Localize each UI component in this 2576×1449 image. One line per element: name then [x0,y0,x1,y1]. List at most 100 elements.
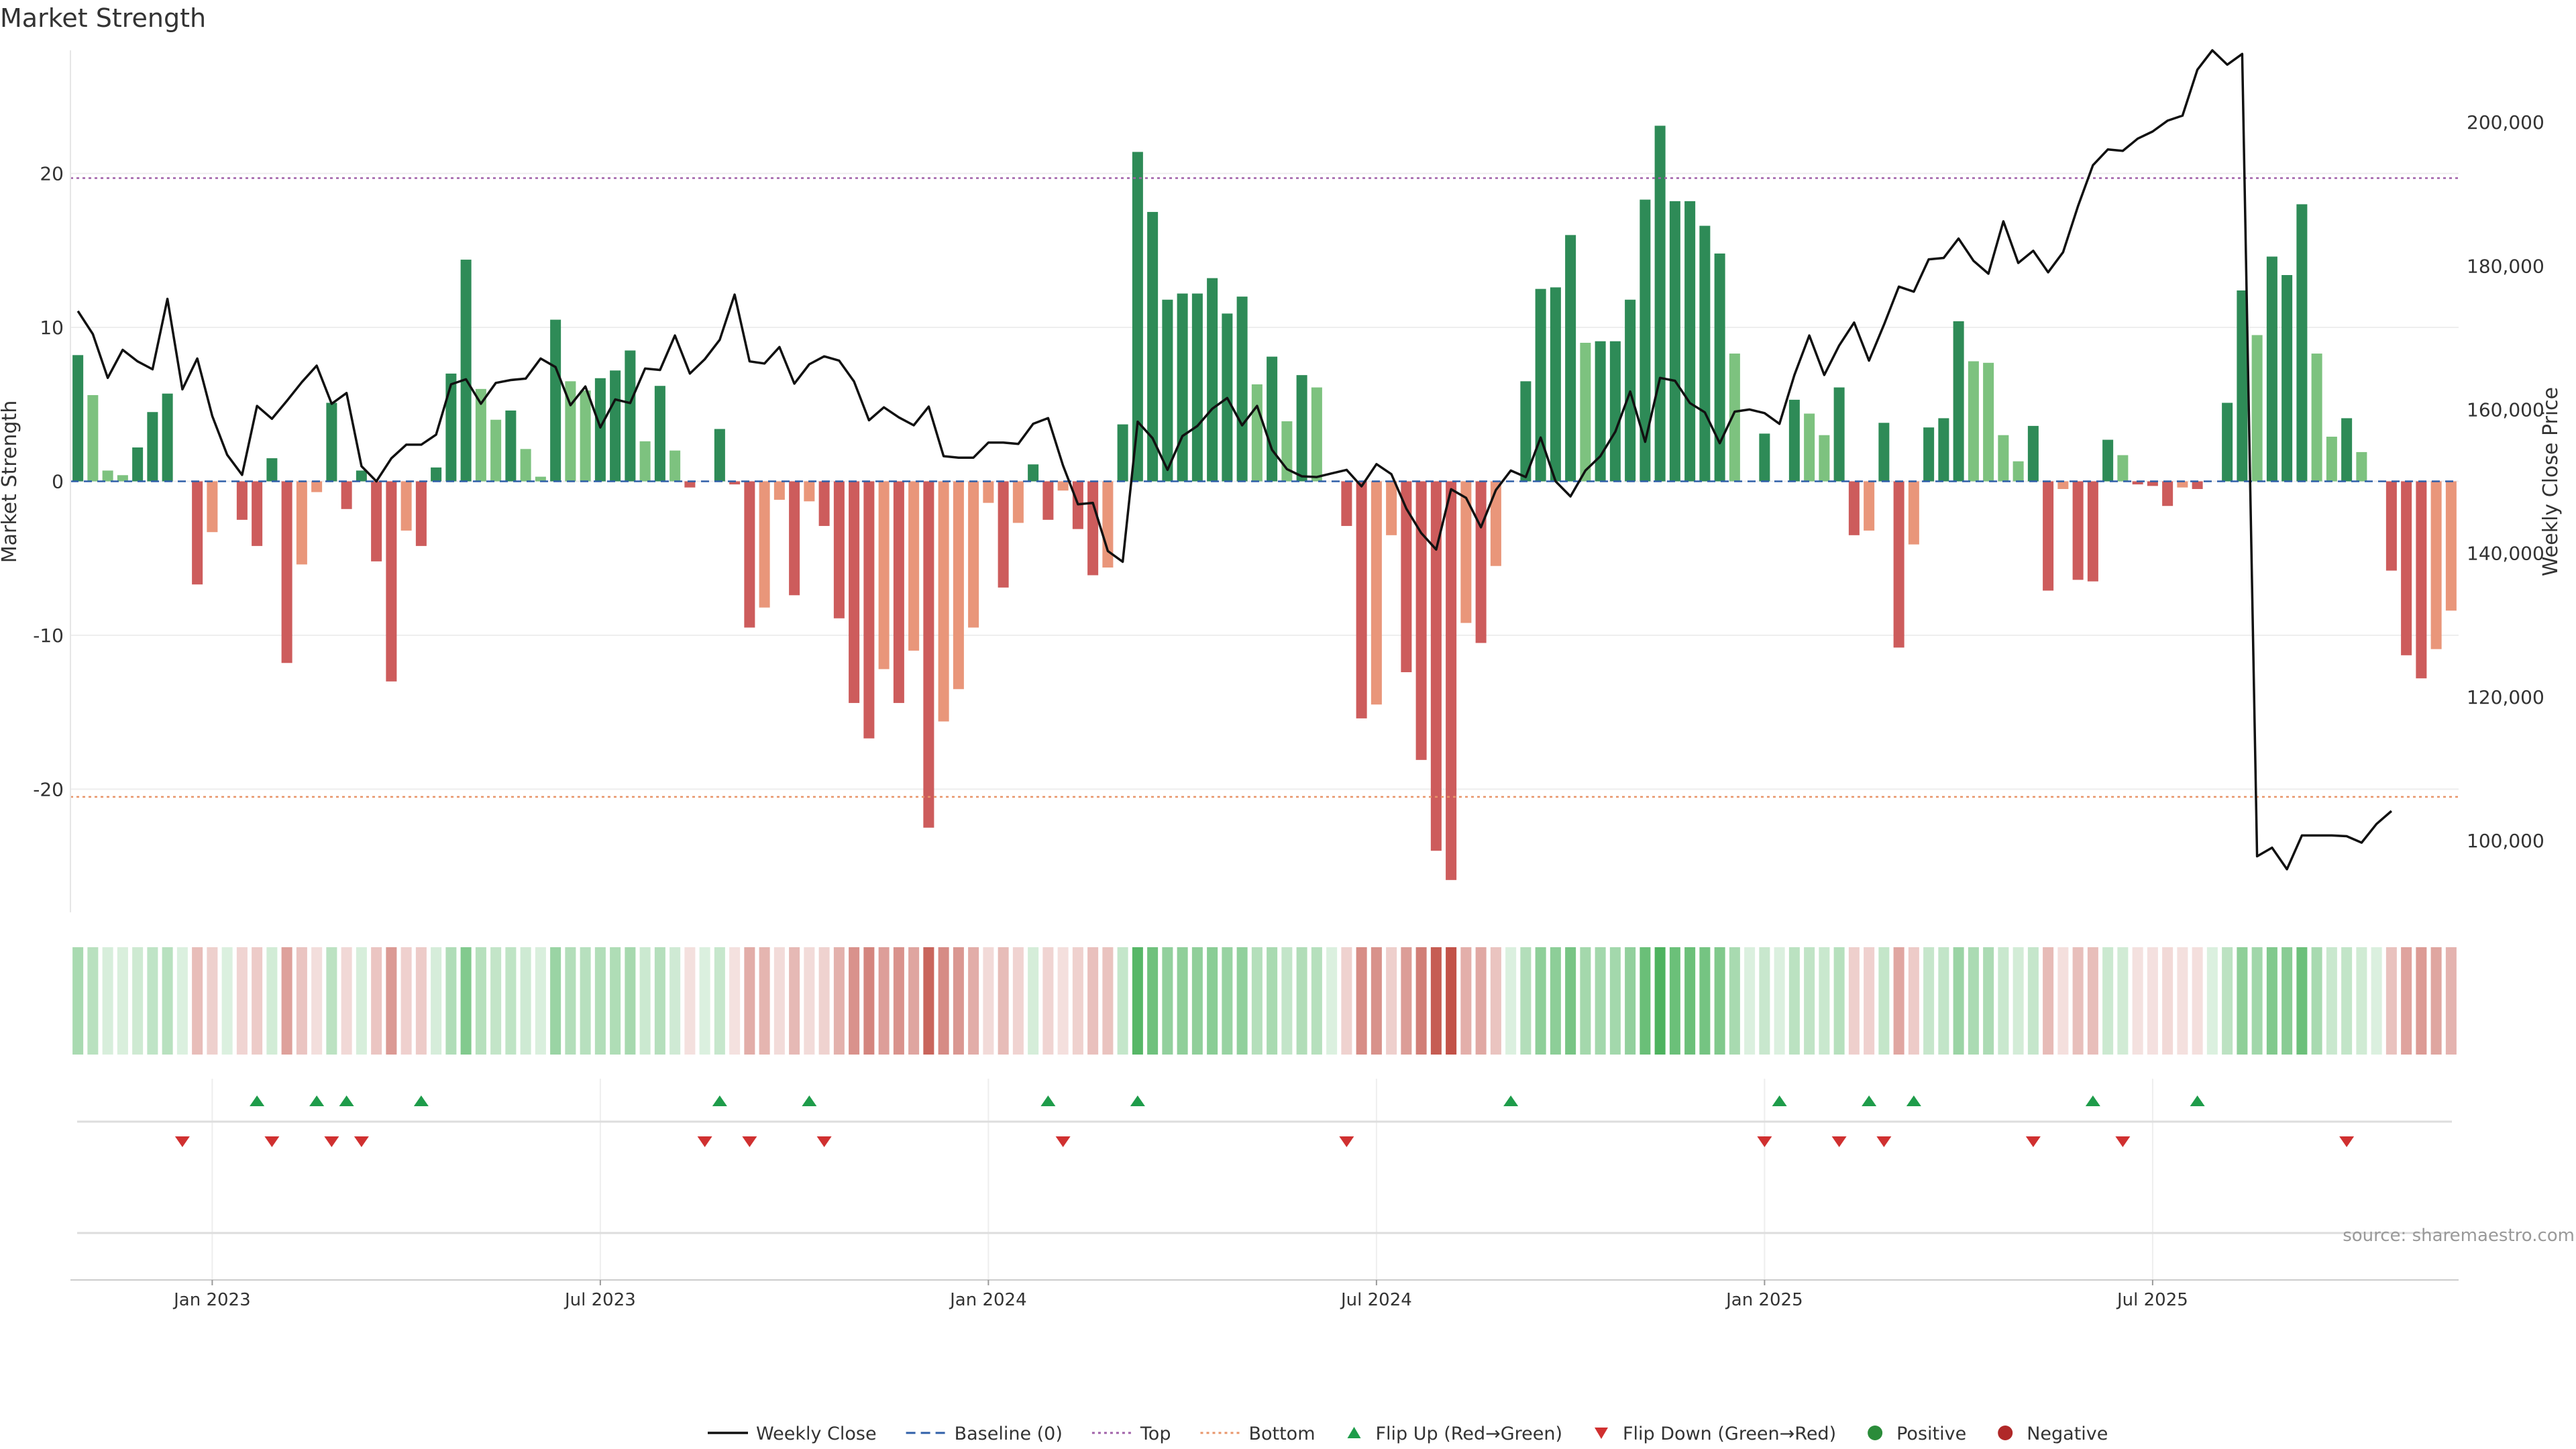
strength-bar [1281,421,1293,482]
x-tick-label: Jan 2024 [949,1290,1027,1310]
strength-bar [1923,427,1935,482]
heatmap-cell [2282,947,2293,1055]
strength-bar [1983,362,1994,482]
flip-up-marker [802,1095,817,1106]
heatmap-cell [1699,947,1711,1055]
strength-bar [998,481,1009,588]
strength-bar [2192,481,2203,489]
heatmap-cell [2356,947,2367,1055]
heatmap-cell [1938,947,1949,1055]
legend-label: Weekly Close [756,1424,877,1444]
legend-item: Flip Down (Green→Red) [1595,1424,1836,1444]
heatmap-cell [2251,947,2263,1055]
heatmap-cell [281,947,292,1055]
strength-bar [1654,125,1666,482]
strength-bar [2087,481,2098,582]
strength-bar [400,481,412,531]
x-tick-label: Jul 2025 [2116,1290,2188,1310]
heatmap-cell [2401,947,2412,1055]
heatmap-cell [1326,947,1338,1055]
heatmap-cell [968,947,979,1055]
strength-bar [535,476,546,482]
y-left-tick-label: 10 [40,317,64,339]
heatmap-cell [87,947,99,1055]
heatmap-cell [1490,947,1501,1055]
heatmap-cell [550,947,561,1055]
legend-label: Bottom [1248,1424,1315,1444]
heatmap-cell [505,947,517,1055]
strength-bar [1311,387,1322,482]
heatmap-cell [1371,947,1382,1055]
strength-bar [1804,413,1815,482]
strength-bar [445,373,457,482]
legend-label: Positive [1896,1424,1966,1444]
heatmap-cell [818,947,830,1055]
strength-bar [1535,288,1546,482]
heatmap-cell [2192,947,2203,1055]
flip-down-marker [1339,1136,1354,1147]
heatmap-cell [1788,947,1800,1055]
heatmap-cell [2043,947,2054,1055]
heatmap-cell [1132,947,1143,1055]
legend-swatch-triangle-up [1347,1427,1361,1438]
x-tick-label: Jan 2025 [1725,1290,1803,1310]
heatmap-cell [998,947,1009,1055]
heatmap-cell [1714,947,1725,1055]
legend-label: Flip Down (Green→Red) [1623,1424,1836,1444]
strength-bar [1565,235,1576,482]
strength-bar [192,481,203,585]
heatmap-cell [893,947,904,1055]
flip-down-marker [742,1136,757,1147]
heatmap-cell [1446,947,1457,1055]
weekly-close-line [76,49,2393,871]
legend-label: Flip Up (Red→Green) [1376,1424,1563,1444]
heatmap-cell [1968,947,1979,1055]
heatmap-cell [1819,947,1830,1055]
strength-bar [610,370,621,482]
y-right-tick-label: 160,000 [2467,398,2544,421]
heatmap-cell [1401,947,1412,1055]
strength-bar [2102,439,2114,482]
heatmap-cell [1625,947,1636,1055]
heatmap-cell [1296,947,1307,1055]
legend-item: Baseline (0) [906,1424,1063,1444]
heatmap-cell [773,947,785,1055]
strength-bar [2430,481,2442,649]
heatmap-cell [1102,947,1114,1055]
flip-up-marker [1130,1095,1145,1106]
strength-bar [1162,299,1173,482]
strength-bar [565,381,576,482]
heatmap-cell [1475,947,1487,1055]
heatmap-cell [1535,947,1546,1055]
y-axis-left-label: Market Strength [0,400,21,563]
legend-label: Top [1140,1424,1171,1444]
strength-bar [386,481,397,682]
y-right-tick-label: 140,000 [2467,543,2544,565]
heatmap-cell [1386,947,1397,1055]
strength-bar [431,467,442,482]
heatmap-cell [1191,947,1203,1055]
legend-swatch-triangle-down [1595,1428,1609,1439]
strength-bar [520,449,531,482]
heatmap-cell [386,947,397,1055]
flip-down-marker [1055,1136,1071,1147]
strength-bar [893,481,904,703]
strength-bar [207,481,218,533]
heatmap-cell [699,947,710,1055]
strength-bar [2282,275,2293,482]
heatmap-cell [1953,947,1964,1055]
heatmap-cell [176,947,188,1055]
strength-bar [2341,418,2353,482]
strength-bar [1953,321,1964,482]
flip-up-marker [2190,1095,2205,1106]
heatmap-cell [2057,947,2069,1055]
heatmap-cell [1281,947,1293,1055]
flip-down-marker [697,1136,712,1147]
heatmap-cell [266,947,278,1055]
strength-bar [1848,481,1860,535]
legend-swatch-dot [1868,1426,1883,1440]
strength-bar [938,481,949,722]
heatmap-cell [1057,947,1069,1055]
heatmap-cell [878,947,890,1055]
strength-bar [1028,464,1039,482]
